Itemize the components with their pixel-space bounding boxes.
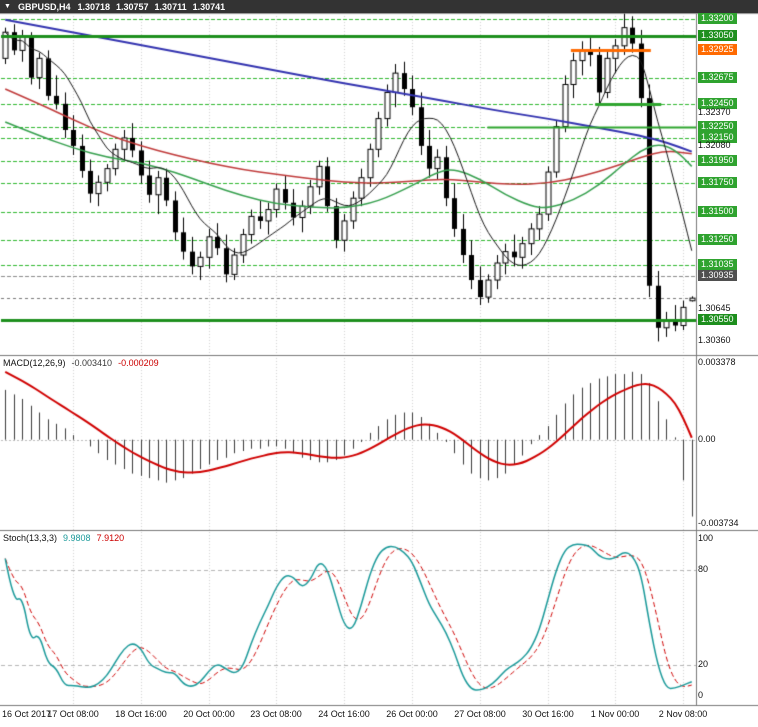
stoch-indicator-label: Stoch(13,3,3) 9.9808 7.9120 bbox=[3, 533, 124, 543]
macd-signal-value: -0.000209 bbox=[118, 358, 159, 368]
stoch-main-value: 9.9808 bbox=[63, 533, 91, 543]
symbol-timeframe-label: GBPUSD,H4 bbox=[17, 1, 71, 12]
stoch-indicator-name: Stoch(13,3,3) bbox=[3, 533, 58, 543]
macd-indicator-name: MACD(12,26,9) bbox=[3, 358, 66, 368]
chart-title-bar: ▼ GBPUSD,H4 1.30718 1.30757 1.30711 1.30… bbox=[0, 0, 758, 13]
macd-main-value: -0.003410 bbox=[71, 358, 113, 368]
ohlc-high-value: 1.30757 bbox=[116, 1, 149, 12]
ohlc-low-value: 1.30711 bbox=[154, 1, 187, 12]
stoch-signal-value: 7.9120 bbox=[96, 533, 125, 543]
ohlc-open-value: 1.30718 bbox=[77, 1, 110, 12]
collapse-triangle-icon[interactable]: ▼ bbox=[4, 3, 11, 10]
macd-indicator-label: MACD(12,26,9) -0.003410 -0.000209 bbox=[3, 358, 159, 368]
ohlc-close-value: 1.30741 bbox=[192, 1, 226, 12]
